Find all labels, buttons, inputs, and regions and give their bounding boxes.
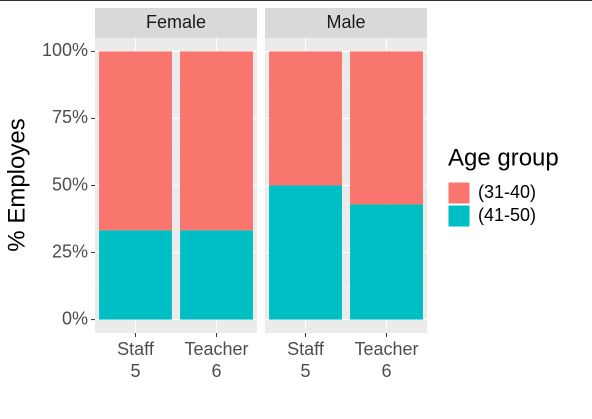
bar-segment [350, 51, 423, 205]
x-tick-count: 5 [130, 361, 140, 381]
legend-key [447, 204, 471, 228]
bar-segment [269, 185, 342, 320]
bar-segment [350, 204, 423, 320]
bar-segment [99, 51, 172, 231]
legend-title: Age group [448, 144, 559, 171]
strip-label: Male [326, 12, 365, 32]
bar-segment [180, 230, 253, 320]
x-tick-label: Teacher [184, 339, 248, 359]
legend-key [447, 181, 471, 205]
strip [265, 8, 427, 38]
x-tick-label: Staff [117, 339, 155, 359]
strip [95, 8, 257, 38]
x-tick-label: Staff [287, 339, 325, 359]
y-tick-label: 75% [52, 107, 88, 127]
x-tick-label: Teacher [354, 339, 418, 359]
bar-segment [180, 51, 253, 231]
x-tick-count: 5 [300, 361, 310, 381]
x-tick-count: 6 [211, 361, 221, 381]
y-tick-label: 0% [62, 308, 88, 328]
y-tick-label: 25% [52, 241, 88, 261]
y-tick-label: 100% [42, 40, 88, 60]
y-tick-label: 50% [52, 174, 88, 194]
bar-segment [99, 230, 172, 320]
y-axis-title: % Employes [3, 118, 30, 251]
x-tick-count: 6 [381, 361, 391, 381]
legend-label: (41-50) [478, 205, 536, 225]
legend-label: (31-40) [478, 182, 536, 202]
bar-segment [269, 51, 342, 186]
strip-label: Female [146, 12, 206, 32]
